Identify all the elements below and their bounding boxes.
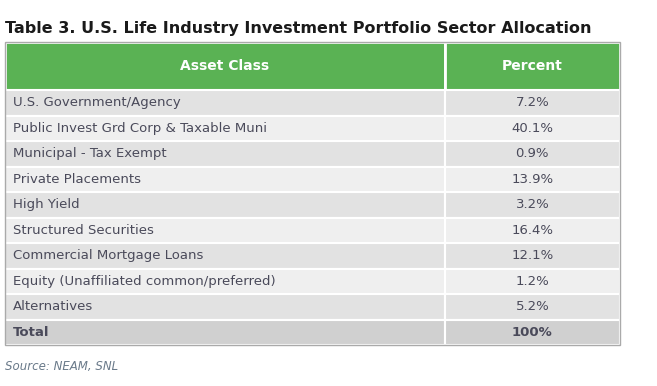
Text: Asset Class: Asset Class	[180, 59, 269, 73]
Bar	[5, 115, 445, 141]
Text: Alternatives: Alternatives	[13, 300, 93, 313]
Bar	[5, 217, 445, 243]
Bar	[5, 192, 445, 217]
Bar	[445, 42, 620, 90]
Bar	[5, 294, 445, 320]
Text: Equity (Unaffiliated common/preferred): Equity (Unaffiliated common/preferred)	[13, 275, 276, 288]
Text: 16.4%: 16.4%	[511, 224, 553, 237]
Text: 3.2%: 3.2%	[516, 198, 549, 211]
Bar	[5, 269, 445, 294]
Text: Commercial Mortgage Loans: Commercial Mortgage Loans	[13, 249, 204, 262]
Text: 13.9%: 13.9%	[511, 173, 553, 186]
Text: Municipal - Tax Exempt: Municipal - Tax Exempt	[13, 147, 167, 160]
Text: Private Placements: Private Placements	[13, 173, 141, 186]
Text: High Yield: High Yield	[13, 198, 79, 211]
Bar	[445, 115, 620, 141]
Text: 5.2%: 5.2%	[516, 300, 549, 313]
Bar	[5, 90, 445, 115]
Bar	[445, 294, 620, 320]
Text: 7.2%: 7.2%	[516, 96, 549, 109]
Text: 40.1%: 40.1%	[511, 122, 553, 135]
Bar	[5, 141, 445, 166]
Text: Public Invest Grd Corp & Taxable Muni: Public Invest Grd Corp & Taxable Muni	[13, 122, 267, 135]
Text: Total: Total	[13, 326, 49, 339]
Bar	[5, 243, 445, 269]
Bar	[445, 320, 620, 345]
Text: U.S. Government/Agency: U.S. Government/Agency	[13, 96, 181, 109]
Bar	[445, 217, 620, 243]
Text: 12.1%: 12.1%	[511, 249, 553, 262]
Text: Table 3. U.S. Life Industry Investment Portfolio Sector Allocation: Table 3. U.S. Life Industry Investment P…	[5, 21, 591, 36]
Bar	[445, 90, 620, 115]
Bar	[445, 269, 620, 294]
Bar	[445, 192, 620, 217]
Bar	[5, 42, 620, 345]
Bar	[445, 243, 620, 269]
Bar	[5, 166, 445, 192]
Text: 1.2%: 1.2%	[516, 275, 549, 288]
Bar	[445, 141, 620, 166]
Bar	[5, 42, 445, 90]
Text: Source: NEAM, SNL: Source: NEAM, SNL	[5, 360, 118, 373]
Text: Percent: Percent	[502, 59, 563, 73]
Text: 0.9%: 0.9%	[516, 147, 549, 160]
Bar	[445, 166, 620, 192]
Text: Structured Securities: Structured Securities	[13, 224, 154, 237]
Text: 100%: 100%	[512, 326, 553, 339]
Bar	[5, 320, 445, 345]
